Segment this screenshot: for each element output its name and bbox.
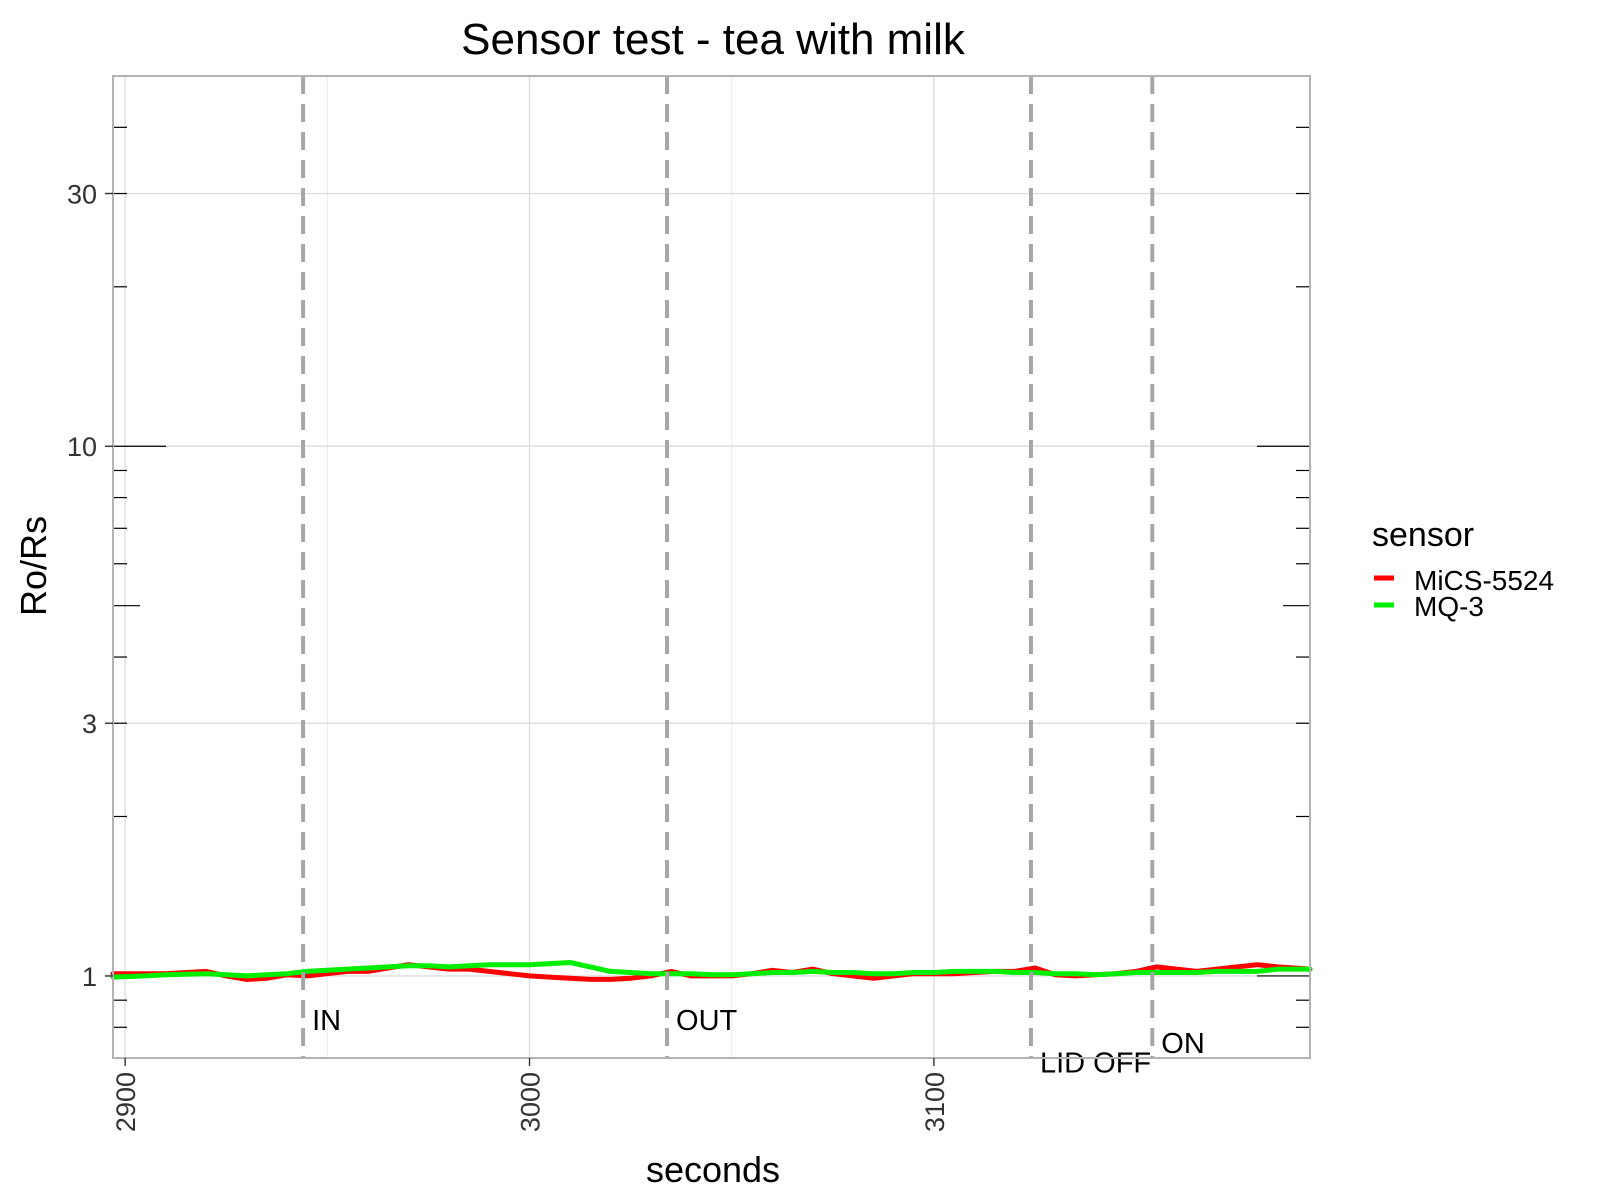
event-label-lid-off: LID OFF xyxy=(1040,1047,1151,1079)
plot-area: IN OUT LID OFF ON 1 3 10 30 2900 3000 3100 xyxy=(67,75,1313,1132)
legend-title: sensor xyxy=(1372,516,1474,554)
plot-background xyxy=(113,76,1310,1058)
legend-label-mq-3: MQ-3 xyxy=(1414,591,1484,622)
y-tick-label: 30 xyxy=(67,180,97,210)
y-tick-label: 1 xyxy=(82,962,97,992)
panel-border xyxy=(112,75,1311,1059)
x-axis-title: seconds xyxy=(646,1149,780,1190)
series-line-mq-3 xyxy=(110,960,1313,980)
y-axis-title: Ro/Rs xyxy=(13,516,54,616)
x-tick-label: 2900 xyxy=(111,1072,141,1132)
x-tick-label: 3100 xyxy=(920,1072,950,1132)
legend-label-mics-5524: MiCS-5524 xyxy=(1414,565,1554,596)
legend: sensor MiCS-5524 MQ-3 xyxy=(1372,516,1554,622)
event-label-in: IN xyxy=(312,1005,341,1037)
y-tick-label: 10 xyxy=(67,432,97,462)
x-tick-label: 3000 xyxy=(516,1072,546,1132)
event-label-on: ON xyxy=(1161,1028,1205,1060)
chart-title: Sensor test - tea with milk xyxy=(461,15,966,64)
y-tick-label: 3 xyxy=(82,709,97,739)
event-label-out: OUT xyxy=(676,1005,738,1037)
